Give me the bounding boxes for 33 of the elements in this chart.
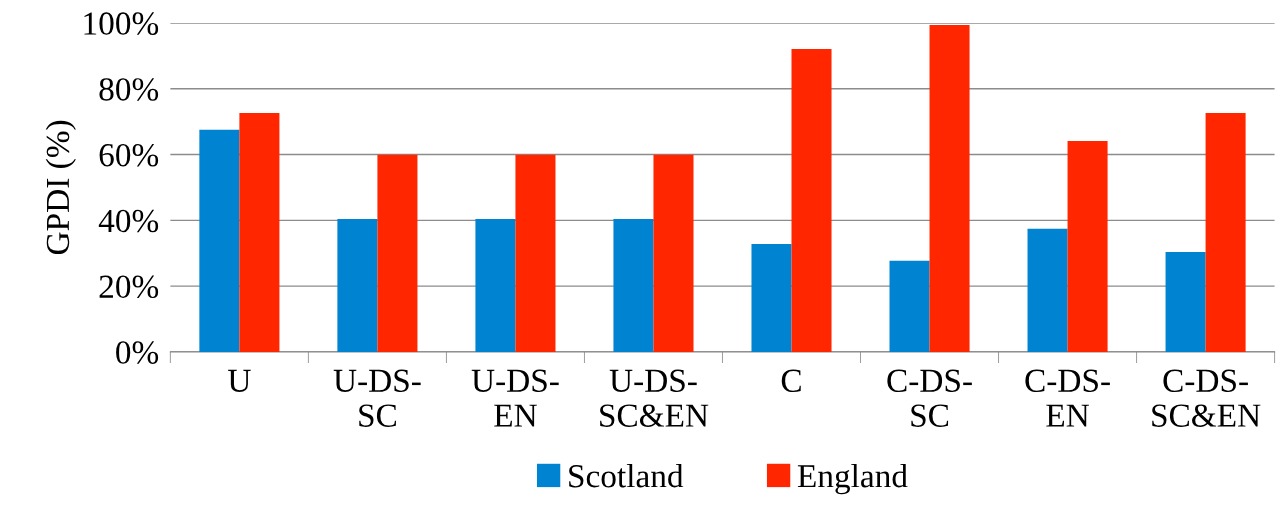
- x-tick-label: U-DS- SC: [333, 369, 421, 427]
- bar: [751, 244, 792, 352]
- bar: [199, 129, 240, 352]
- x-tick-label: C-DS- SC&EN: [1152, 369, 1261, 427]
- x-tick-label: C-DS- SC: [887, 369, 972, 427]
- bar: [929, 24, 970, 352]
- legend-label: England: [797, 463, 908, 495]
- x-tick-label: C: [781, 369, 801, 393]
- x-tick-label: U-DS- SC&EN: [600, 369, 709, 427]
- x-tick-label: U: [228, 369, 251, 393]
- bar: [1165, 251, 1206, 352]
- y-tick-label: 100%: [84, 12, 159, 35]
- bar: [239, 113, 280, 352]
- y-tick-label: 20%: [99, 275, 159, 299]
- bar: [1027, 228, 1068, 352]
- y-axis-title: GPDI (%): [45, 120, 76, 255]
- y-tick-label: 60%: [99, 143, 159, 167]
- bar: [475, 219, 516, 352]
- bar: [377, 154, 418, 352]
- bar: [337, 219, 378, 352]
- bar: [515, 154, 556, 352]
- bar: [791, 48, 832, 352]
- bar: [653, 154, 694, 352]
- x-tick-label: U-DS- EN: [471, 369, 559, 427]
- bar: [1067, 141, 1108, 352]
- bar: [613, 219, 654, 352]
- y-tick-label: 0%: [116, 341, 159, 364]
- y-tick-label: 80%: [99, 78, 159, 101]
- legend-label: Scotland: [569, 463, 684, 488]
- y-tick-label: 40%: [98, 209, 159, 233]
- bar: [1205, 113, 1246, 352]
- x-tick-label: C-DS- EN: [1025, 369, 1110, 427]
- bar: [889, 260, 930, 352]
